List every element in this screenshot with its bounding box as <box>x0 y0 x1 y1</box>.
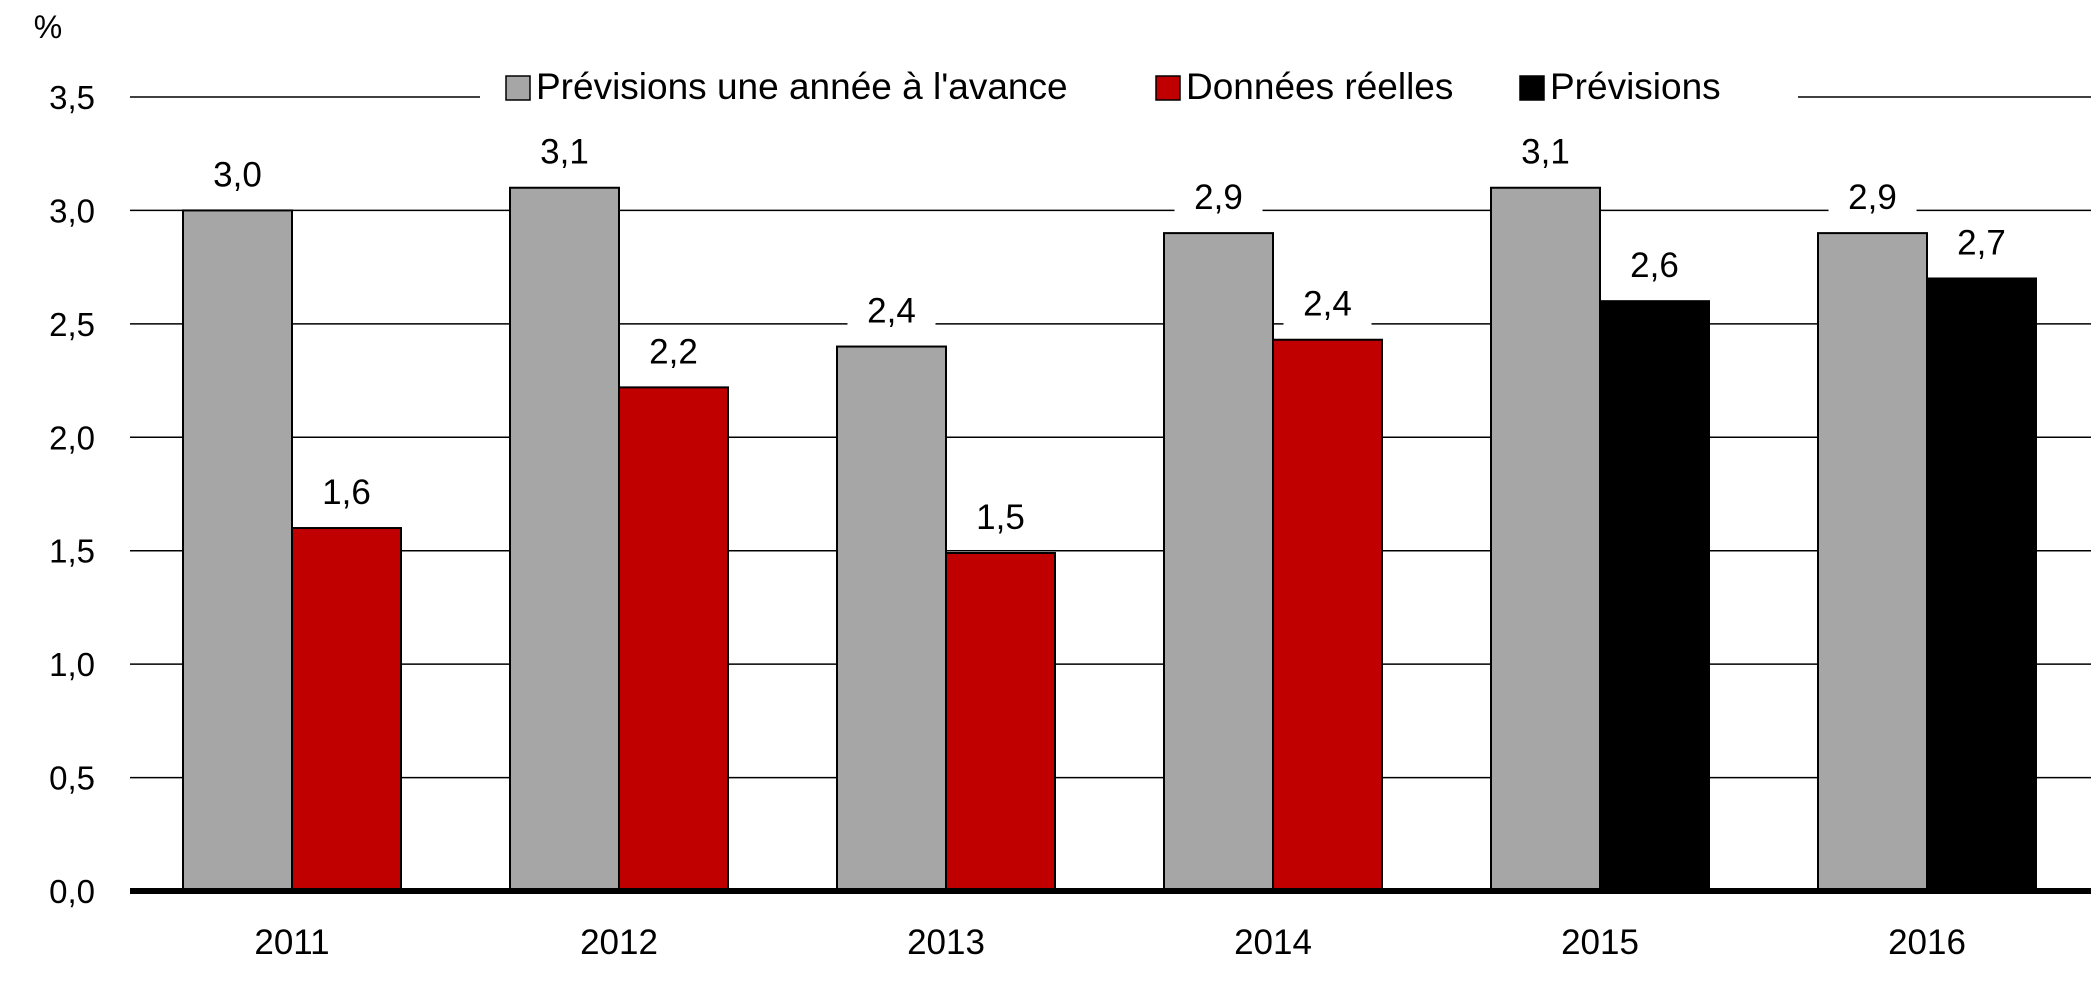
bar <box>1163 232 1274 893</box>
bars <box>182 186 2037 893</box>
data-label-background <box>1610 241 1699 288</box>
y-tick-label: 2,0 <box>49 419 95 456</box>
data-label: 2,9 <box>1848 178 1897 217</box>
data-label-background <box>1283 279 1372 326</box>
data-label: 2,2 <box>649 332 698 371</box>
data-label-background <box>847 286 936 333</box>
legend: Prévisions une année à l'avance Données r… <box>480 58 1798 116</box>
bar <box>836 345 947 892</box>
x-tick-label: 2011 <box>254 923 329 962</box>
y-axis-unit: % <box>34 9 62 45</box>
bar <box>1599 300 1710 892</box>
legend-swatch <box>505 75 531 101</box>
data-label-background <box>302 468 391 515</box>
data-label-background <box>629 327 718 374</box>
data-label-background <box>520 127 609 174</box>
bar <box>1926 277 2037 892</box>
bar <box>1272 338 1383 893</box>
data-label: 2,7 <box>1957 223 2006 262</box>
y-axis-ticks: 0,0 0,5 1,0 1,5 2,0 2,5 3,0 3,5 <box>49 79 95 910</box>
legend-label: Prévisions une année à l'avance <box>536 66 1068 107</box>
data-label: 2,6 <box>1630 246 1679 285</box>
legend-swatch <box>1519 75 1545 101</box>
data-label-background <box>1501 127 1590 174</box>
legend-label: Prévisions <box>1550 66 1721 107</box>
bar <box>1490 186 1601 892</box>
y-tick-label: 0,0 <box>49 873 95 910</box>
bar <box>1817 232 1928 893</box>
legend-background <box>480 58 1798 116</box>
data-label: 1,5 <box>976 498 1025 537</box>
y-tick-label: 0,5 <box>49 760 95 797</box>
data-label-background <box>1174 173 1263 220</box>
legend-swatch <box>1155 75 1181 101</box>
data-label-background <box>193 150 282 197</box>
bar <box>509 186 620 892</box>
x-tick-label: 2014 <box>1234 923 1312 962</box>
x-axis-ticks: 2011 2012 2013 2014 2015 2016 <box>254 923 1966 962</box>
x-tick-label: 2015 <box>1561 923 1639 962</box>
data-label-background <box>1828 173 1917 220</box>
data-labels: 3,0 1,6 3,1 2,2 2,4 1,5 2,9 2,4 3,1 2,6 2,9 2,7 <box>193 127 2026 539</box>
data-label-background <box>956 492 1045 539</box>
y-tick-label: 3,5 <box>49 79 95 116</box>
x-tick-label: 2013 <box>907 923 985 962</box>
data-label: 2,9 <box>1194 178 1243 217</box>
legend-label: Données réelles <box>1186 66 1453 107</box>
bar <box>618 386 729 892</box>
y-tick-label: 1,0 <box>49 646 95 683</box>
data-label: 3,1 <box>540 133 589 172</box>
bar <box>182 209 293 892</box>
data-label-background <box>1937 218 2026 265</box>
y-tick-label: 1,5 <box>49 533 95 570</box>
data-label: 2,4 <box>1303 285 1352 324</box>
y-tick-label: 3,0 <box>49 192 95 229</box>
y-tick-label: 2,5 <box>49 306 95 343</box>
bar <box>291 527 402 892</box>
data-label: 3,0 <box>213 155 262 194</box>
data-label: 1,6 <box>322 473 371 512</box>
gridlines <box>130 96 2091 779</box>
bar <box>945 551 1056 892</box>
data-label: 2,4 <box>867 292 916 331</box>
x-tick-label: 2016 <box>1888 923 1966 962</box>
x-tick-label: 2012 <box>580 923 658 962</box>
data-label: 3,1 <box>1521 133 1570 172</box>
